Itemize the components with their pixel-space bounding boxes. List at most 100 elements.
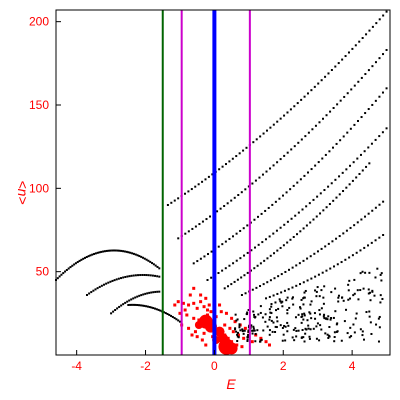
red-point — [202, 331, 206, 335]
black-point — [143, 304, 146, 307]
black-point — [285, 191, 288, 194]
black-point — [286, 330, 289, 333]
black-point — [279, 158, 282, 161]
black-point — [344, 258, 347, 261]
black-point — [136, 254, 139, 257]
black-point — [82, 257, 85, 260]
black-point — [356, 119, 359, 122]
black-point — [114, 249, 117, 252]
black-point — [327, 334, 330, 337]
black-point — [269, 167, 272, 170]
black-point — [309, 221, 312, 224]
black-point — [117, 277, 120, 280]
black-point — [306, 92, 309, 95]
red-point — [223, 323, 227, 327]
red-point — [218, 303, 222, 307]
black-point — [251, 182, 254, 185]
black-point — [286, 321, 289, 324]
black-point — [268, 235, 271, 238]
black-point — [334, 287, 337, 290]
red-point — [193, 330, 197, 334]
black-point — [292, 184, 295, 187]
black-point — [233, 280, 236, 283]
black-point — [115, 278, 118, 281]
black-point — [308, 335, 311, 338]
black-point — [281, 326, 284, 329]
black-point — [138, 255, 141, 258]
black-point — [370, 142, 373, 145]
red-point — [240, 345, 244, 349]
black-point — [343, 320, 346, 323]
black-point — [334, 178, 337, 181]
black-point — [322, 117, 325, 120]
black-point — [251, 329, 254, 332]
black-point — [272, 123, 275, 126]
black-point — [376, 267, 379, 270]
black-point — [274, 330, 277, 333]
black-point — [286, 296, 289, 299]
black-point — [356, 221, 359, 224]
black-point — [306, 279, 309, 282]
black-point — [381, 91, 384, 94]
black-point — [353, 292, 356, 295]
black-point — [139, 304, 142, 307]
black-point — [283, 289, 286, 292]
black-point — [96, 287, 99, 290]
black-point — [345, 229, 348, 232]
black-point — [88, 292, 91, 295]
black-point — [64, 270, 67, 273]
black-point — [353, 278, 356, 281]
black-point — [201, 220, 204, 223]
black-point — [353, 224, 356, 227]
black-point — [300, 321, 303, 324]
black-point — [345, 186, 348, 189]
black-point — [240, 294, 243, 296]
black-point — [320, 79, 323, 82]
black-point — [338, 235, 341, 238]
black-point — [336, 263, 339, 266]
black-point — [253, 218, 256, 221]
black-point — [262, 283, 265, 286]
black-point — [207, 253, 210, 256]
black-point — [318, 121, 321, 124]
black-point — [341, 58, 344, 61]
black-point — [340, 296, 343, 299]
black-point — [234, 328, 237, 331]
black-point — [321, 157, 324, 160]
black-point — [306, 257, 309, 260]
red-point — [259, 336, 263, 340]
black-point — [269, 279, 272, 282]
black-point — [233, 196, 236, 199]
black-point — [357, 80, 360, 83]
black-point — [365, 33, 368, 36]
black-point — [246, 311, 249, 314]
black-point — [87, 255, 90, 258]
red-point — [187, 303, 191, 307]
black-point — [323, 317, 326, 320]
black-point — [381, 131, 384, 134]
x-axis-label: E — [226, 376, 236, 392]
black-point — [242, 332, 245, 335]
black-point — [276, 320, 279, 323]
black-point — [236, 278, 239, 281]
black-point — [324, 153, 327, 156]
black-point — [314, 164, 317, 167]
black-point — [112, 249, 115, 252]
black-point — [276, 292, 279, 295]
black-point — [109, 280, 112, 283]
black-point — [363, 150, 366, 153]
black-point — [166, 312, 169, 315]
black-point — [272, 321, 275, 324]
red-point — [236, 333, 240, 337]
black-point — [371, 289, 374, 292]
black-point — [382, 53, 385, 56]
red-point — [231, 330, 235, 334]
black-point — [291, 297, 294, 300]
black-point — [134, 296, 137, 299]
black-point — [250, 269, 253, 272]
black-point — [190, 188, 193, 191]
black-point — [260, 212, 263, 215]
black-point — [336, 103, 339, 106]
black-point — [266, 281, 269, 284]
black-point — [302, 259, 305, 262]
